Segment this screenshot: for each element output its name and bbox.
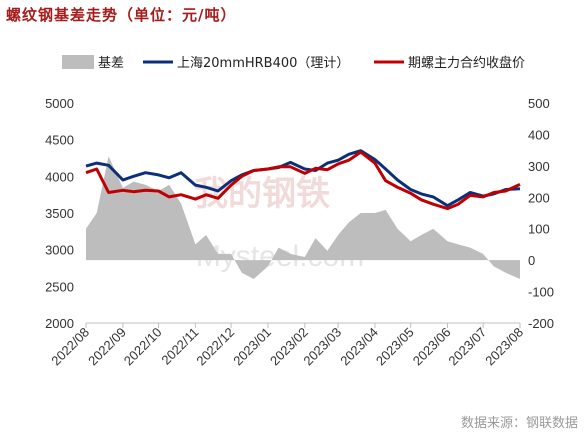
legend-label-futures: 期螺主力合约收盘价 [408, 55, 525, 71]
x-tick-label: 2023/06 [410, 325, 454, 369]
y-right-tick-label: 100 [528, 222, 550, 237]
x-tick-label: 2022/08 [48, 325, 92, 369]
x-tick-label: 2023/03 [300, 325, 344, 369]
x-tick-label: 2022/12 [193, 325, 237, 369]
legend-label-basis: 基差 [98, 56, 124, 71]
y-right-tick-label: 400 [528, 127, 550, 142]
y-right-tick-label: 200 [528, 190, 550, 205]
series-futures-line [85, 150, 521, 211]
x-tick-label: 2022/09 [85, 325, 129, 369]
y-left-tick-label: 2500 [45, 279, 74, 294]
basis-area-layer [86, 156, 520, 279]
watermark-logo-text: 我的钢铁 [194, 174, 330, 214]
y-right-tick-label: -100 [528, 285, 554, 300]
y-right-tick-label: 300 [528, 159, 550, 174]
x-tick-label: 2023/05 [373, 325, 417, 369]
y-left-tick-label: 4500 [45, 133, 74, 148]
lines-layer [85, 149, 521, 211]
y-right-tick-label: 0 [528, 253, 535, 268]
y-left-tick-label: 3500 [45, 206, 74, 221]
x-tick-label: 2023/01 [230, 325, 274, 369]
x-tick-label: 2023/07 [445, 325, 489, 369]
y-right-tick-label: 500 [528, 96, 550, 111]
y-left-tick-label: 3000 [45, 243, 74, 258]
y-left-tick-label: 2000 [45, 316, 74, 331]
series-spot-line [85, 149, 521, 208]
legend-swatch-basis [62, 55, 94, 69]
x-tick-label: 2022/11 [158, 325, 201, 368]
legend: 基差 上海20mmHRB400（理计） 期螺主力合约收盘价 [62, 55, 525, 71]
data-source-note: 数据来源：钢联数据 [461, 416, 578, 431]
legend-label-spot: 上海20mmHRB400（理计） [177, 56, 349, 71]
chart-title: 螺纹钢基差走势（单位：元/吨） [6, 6, 237, 24]
x-tick-label: 2022/10 [121, 325, 165, 369]
y-right-tick-label: -200 [528, 316, 554, 331]
x-tick-label: 2023/08 [482, 325, 526, 369]
y-left-tick-label: 5000 [45, 96, 74, 111]
y-left-tick-label: 4000 [45, 169, 74, 184]
series-basis-area [86, 156, 520, 279]
x-tick-label: 2023/04 [337, 325, 381, 369]
